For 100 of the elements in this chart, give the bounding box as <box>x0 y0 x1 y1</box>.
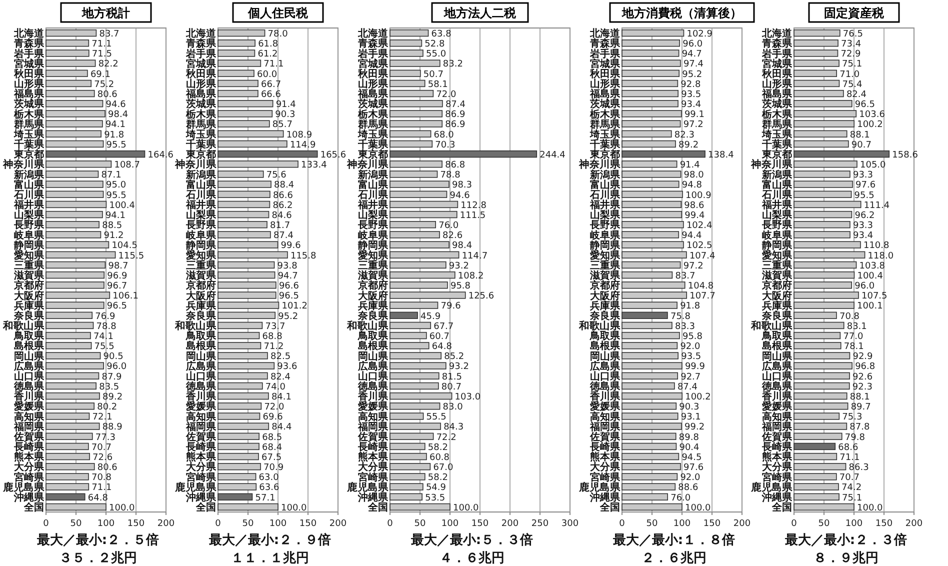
bar <box>46 160 112 168</box>
bar <box>622 120 681 128</box>
data-label: 102.5 <box>686 241 712 252</box>
y-tick-label: 長野県 <box>357 219 389 232</box>
bar <box>390 503 450 511</box>
bar <box>622 412 678 420</box>
bar <box>794 170 850 178</box>
y-tick-label: 佐賀県 <box>185 430 217 443</box>
bar <box>622 372 678 380</box>
bar <box>46 412 90 420</box>
y-tick-label: 青森県 <box>357 38 389 50</box>
y-tick-label: 埼玉県 <box>357 128 389 140</box>
data-label: 83.3 <box>674 322 696 332</box>
bar <box>46 231 102 238</box>
y-tick-label: 山口県 <box>358 370 389 382</box>
data-label: 89.8 <box>678 432 700 443</box>
data-label: 82.4 <box>270 372 291 382</box>
data-label: 61.2 <box>258 50 278 60</box>
x-tick-label: 250 <box>531 519 549 529</box>
data-label: 104.5 <box>112 241 138 252</box>
y-tick-label: 佐賀県 <box>357 430 389 443</box>
data-label: 95.8 <box>450 282 471 292</box>
data-label: 108.9 <box>286 130 312 140</box>
y-tick-label: 全国 <box>23 502 44 514</box>
bar <box>218 452 259 460</box>
bar <box>390 60 440 67</box>
bar <box>218 80 258 88</box>
y-tick-label: 宮城県 <box>762 58 793 70</box>
data-label: 100.4 <box>857 271 884 282</box>
data-label: 61.8 <box>258 40 278 50</box>
bar <box>622 130 672 138</box>
bar <box>622 442 677 450</box>
y-tick-label: 広島県 <box>761 360 793 372</box>
data-label: 95.2 <box>682 70 702 80</box>
data-label: 68.0 <box>434 130 454 140</box>
data-label: 107.7 <box>690 292 716 302</box>
y-tick-label: 大阪府 <box>185 290 216 302</box>
y-tick-label: 埼玉県 <box>185 128 217 140</box>
bar <box>218 302 280 309</box>
bar <box>622 50 680 57</box>
data-label: 100.0 <box>453 503 480 514</box>
bar <box>622 392 683 400</box>
bar <box>46 372 100 380</box>
data-label: 94.5 <box>682 452 702 463</box>
y-tick-label: 兵庫県 <box>589 300 621 312</box>
data-label: 94.1 <box>105 120 126 130</box>
x-tick-label: 150 <box>127 519 145 529</box>
bar <box>794 473 837 480</box>
bar <box>46 241 110 248</box>
bar <box>794 110 857 118</box>
y-tick-label: 沖縄県 <box>185 491 217 504</box>
data-label: 100.0 <box>109 503 136 514</box>
x-tick-label: 100 <box>97 519 115 529</box>
bar <box>794 29 840 37</box>
bar <box>622 60 681 67</box>
y-tick-label: 全国 <box>195 502 216 514</box>
y-tick-label: 岐阜県 <box>14 229 45 242</box>
y-tick-label: 新潟県 <box>185 168 217 181</box>
bar <box>390 50 424 57</box>
data-label: 93.1 <box>680 412 701 423</box>
data-label: 92.8 <box>680 80 701 90</box>
bar <box>218 402 262 410</box>
y-tick-label: 静岡県 <box>589 239 621 252</box>
data-label: 76.0 <box>438 221 459 232</box>
data-label: 98.7 <box>108 261 128 272</box>
data-label: 103.8 <box>859 261 886 272</box>
text: １１．１兆円 <box>231 551 309 566</box>
data-label: 93.5 <box>681 352 702 362</box>
bar <box>218 241 278 248</box>
data-label: 73.7 <box>265 322 286 332</box>
bar <box>622 452 680 460</box>
y-tick-label: 青森県 <box>13 38 45 50</box>
data-label: 97.2 <box>683 120 704 130</box>
data-label: 87.4 <box>677 382 698 392</box>
y-tick-label: 茨城県 <box>13 98 45 110</box>
data-label: 94.6 <box>106 100 126 110</box>
y-tick-label: 富山県 <box>358 178 389 191</box>
y-tick-label: 静岡県 <box>761 239 793 252</box>
bar <box>794 241 861 248</box>
data-label: 79.8 <box>844 432 866 443</box>
data-label: 50.7 <box>423 70 444 80</box>
data-label: 92.7 <box>680 372 701 382</box>
y-tick-label: 高知県 <box>358 410 389 423</box>
data-label: 71.2 <box>264 342 284 352</box>
y-tick-label: 佐賀県 <box>13 430 45 443</box>
x-tick-label: 200 <box>157 519 175 529</box>
x-tick-label: 0 <box>791 519 798 529</box>
data-label: 73.4 <box>841 40 862 50</box>
data-label: 63.0 <box>258 473 280 484</box>
bar <box>46 473 89 480</box>
y-tick-label: 大阪府 <box>761 290 792 302</box>
y-tick-label: 秋田県 <box>761 68 793 80</box>
data-label: 100.0 <box>685 503 712 514</box>
y-tick-label: 鹿児島県 <box>750 481 794 494</box>
data-label: 68.4 <box>262 442 282 453</box>
y-tick-label: 富山県 <box>590 178 621 191</box>
bar <box>46 332 91 340</box>
y-tick-label: 島根県 <box>590 340 621 352</box>
data-label: 82.2 <box>98 60 118 70</box>
data-label: 80.7 <box>441 382 462 392</box>
